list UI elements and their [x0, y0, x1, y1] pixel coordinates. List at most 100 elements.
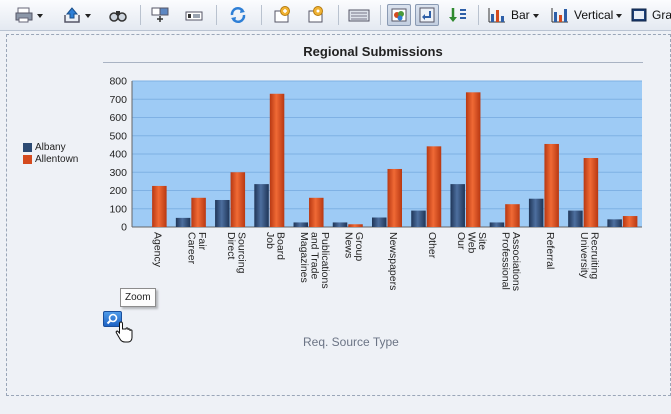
toolbar-separator: [140, 5, 141, 25]
bar-allentown-10: [544, 143, 559, 227]
toolbar-separator: [261, 5, 262, 25]
bar-chart-label: Bar: [511, 8, 530, 22]
x-tick-label-line: Professional: [499, 232, 511, 290]
bar-allentown-2: [230, 172, 246, 227]
settings-button[interactable]: [306, 4, 326, 26]
bar-allentown-3: [269, 93, 285, 228]
format-button[interactable]: [184, 4, 204, 26]
bar-albany-5: [332, 222, 348, 227]
x-tick-label-line: Board: [275, 232, 287, 260]
bar-allentown-6: [387, 168, 402, 227]
export-icon: [64, 7, 80, 23]
graph-label: Gra: [652, 8, 671, 22]
refresh-button[interactable]: [228, 4, 248, 26]
legend-item-allentown: Allentown: [23, 153, 78, 165]
x-tick-label-line: Publications: [319, 232, 331, 289]
x-tick-label-line: Fair: [196, 232, 208, 251]
bar-allentown-4: [309, 197, 324, 227]
x-tick-label-line: Sourcing: [235, 232, 247, 274]
zoom-button[interactable]: [103, 311, 122, 327]
y-tick-label: 200: [109, 185, 127, 197]
x-tick-label-line: Direct: [225, 232, 237, 260]
toolbar-separator: [216, 5, 217, 25]
x-tick-label: Other: [426, 232, 438, 259]
x-tick-label-line: Web: [465, 232, 477, 254]
settings-icon: [308, 6, 323, 23]
zoom-icon: [106, 313, 118, 325]
legend-swatch-allentown: [23, 154, 32, 164]
toolbar-separator: [380, 5, 381, 25]
y-tick-label: 800: [109, 76, 127, 88]
graph-dropdown[interactable]: Gra: [630, 4, 671, 26]
x-tick-label-line: Career: [186, 232, 198, 265]
bar-allentown-7: [426, 146, 442, 227]
y-tick-label: 300: [109, 167, 127, 179]
print-button[interactable]: [14, 4, 43, 26]
legend-label-albany: Albany: [35, 141, 66, 153]
bar-albany-11: [568, 210, 583, 227]
bar-albany-7: [411, 210, 426, 227]
graph-icon: [631, 8, 647, 22]
view-icon: [109, 11, 127, 22]
x-tick-label-line: Associations: [510, 232, 522, 291]
vertical-chart-label: Vertical: [574, 8, 614, 22]
title-divider: [103, 62, 643, 63]
zoom-tooltip: Zoom: [120, 288, 156, 307]
sort-button[interactable]: [448, 4, 468, 26]
format-icon: [185, 11, 203, 21]
add-button[interactable]: [272, 4, 292, 26]
x-tick-label-line: Recruiting: [588, 232, 600, 279]
bar-chart-dropdown[interactable]: Bar: [487, 4, 539, 26]
x-tick-label-line: Magazines: [298, 232, 310, 283]
bar-allentown-11: [583, 158, 599, 227]
chevron-down-icon: [616, 14, 623, 18]
bar-albany-3: [254, 184, 269, 227]
chevron-down-icon: [85, 14, 91, 18]
y-tick-label: 600: [109, 112, 127, 124]
x-tick-label: Agency: [152, 232, 164, 268]
bar-allentown-9: [505, 204, 520, 227]
add-icon: [274, 6, 290, 23]
x-tick-label-line: Site: [476, 232, 488, 250]
legend-swatch-albany: [23, 142, 32, 152]
chart-legend: Albany Allentown: [23, 141, 78, 165]
bar-albany-12: [607, 219, 622, 227]
x-tick-label-line: Newspapers: [387, 232, 399, 290]
chart-panel: Regional Submissions Albany Allentown 0 1…: [6, 34, 671, 396]
y-tick-label: 700: [109, 94, 127, 106]
export-button[interactable]: [62, 4, 91, 26]
x-tick-label-line: University: [578, 232, 590, 279]
bar-allentown-5: [348, 224, 363, 227]
chart-palette-icon: [391, 8, 407, 22]
chart-palette-button[interactable]: [387, 4, 411, 26]
swap-icon: [419, 7, 435, 23]
bar-albany-9: [489, 222, 505, 227]
swap-button[interactable]: [415, 4, 439, 26]
bar-albany-2: [215, 199, 230, 227]
toolbar: Bar Vertical Gra: [0, 0, 671, 31]
x-tick-label-line: Other: [426, 232, 438, 259]
y-tick-label: 500: [109, 130, 127, 142]
x-axis-label: Req. Source Type: [303, 335, 399, 349]
x-tick-label-line: Job: [264, 232, 276, 249]
chart-title: Regional Submissions: [303, 44, 443, 59]
legend-label-allentown: Allentown: [35, 153, 79, 165]
refresh-icon: [230, 7, 246, 23]
keyboard-button[interactable]: [348, 4, 370, 26]
x-tick-label-line: and Trade: [309, 232, 321, 279]
vertical-chart-dropdown[interactable]: Vertical: [550, 4, 623, 26]
view-button[interactable]: [108, 4, 128, 26]
chevron-down-icon: [37, 14, 43, 18]
bar-chart: 0 100 200 300 400 500 600 700 800 Agency CareerFai…: [109, 76, 642, 291]
bar-albany-8: [450, 184, 465, 227]
legend-item-albany: Albany: [23, 141, 78, 153]
y-tick-label: 0: [121, 222, 127, 234]
x-tick-label-line: Agency: [152, 232, 164, 268]
x-tick-label-line: Group: [353, 232, 365, 261]
properties-button[interactable]: [150, 4, 170, 26]
